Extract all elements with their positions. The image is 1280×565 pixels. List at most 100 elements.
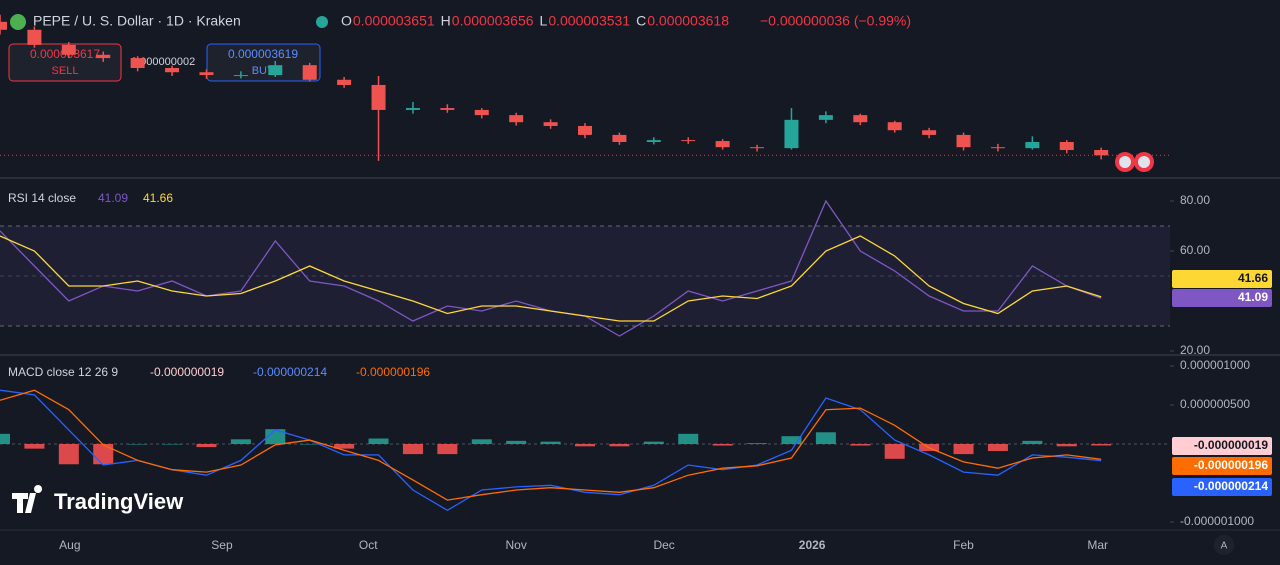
candle-body (199, 72, 214, 76)
candle-body (1025, 142, 1040, 149)
logo-text: TradingView (54, 489, 184, 514)
histogram-bar (162, 443, 183, 445)
candle-body (509, 115, 524, 123)
ohlc-value: 0.000003618 (647, 13, 729, 29)
histogram-price-tag-bg (1172, 437, 1272, 455)
auto-scale-label: A (1221, 541, 1228, 552)
signal-price-tag: -0.000000196 (1194, 458, 1268, 472)
candle-body (922, 130, 937, 135)
histogram-price-tag: -0.000000019 (1194, 438, 1268, 452)
buy-price: 0.000003619 (228, 47, 298, 61)
x-tick-label: Feb (953, 538, 974, 552)
sell-button[interactable] (8, 43, 122, 82)
histogram-bar (24, 443, 45, 449)
candle-body (578, 125, 592, 135)
rsi-legend-value: 41.09 (98, 191, 128, 205)
candle-body (405, 108, 420, 110)
candle-body (681, 140, 696, 142)
histogram-bar (299, 443, 320, 445)
histogram-bar (402, 443, 423, 455)
market-status (316, 16, 328, 28)
event-icon-inner (1138, 156, 1150, 168)
histogram-bar (0, 433, 10, 444)
histogram-bar (712, 443, 733, 446)
candle-body (440, 108, 455, 110)
histogram-bar (884, 443, 905, 459)
y-tick-label: 0.000000500 (1180, 397, 1250, 411)
y-tick-label: 80.00 (1180, 193, 1210, 207)
spread: 0.000000002 (131, 56, 195, 68)
candle-body (1094, 150, 1109, 156)
series-line (0, 235, 1102, 322)
macd-legend-value: -0.000000214 (253, 365, 327, 379)
histogram-legend-value: -0.000000019 (150, 365, 224, 379)
histogram-bar (334, 443, 355, 449)
event-icon-inner (1119, 156, 1131, 168)
ohlc-label: H (441, 13, 451, 29)
histogram-bar (1022, 440, 1043, 444)
candle-body (1059, 142, 1074, 151)
rsi-band (0, 226, 1170, 326)
histogram-bar (987, 443, 1008, 452)
signal-legend-value: -0.000000196 (356, 365, 430, 379)
candle-body (371, 84, 386, 110)
x-tick-label: Aug (59, 538, 80, 552)
histogram-bar (230, 439, 251, 444)
ohlc-value: 0.000003651 (353, 13, 435, 29)
histogram-bar (471, 439, 492, 444)
signal-price-tag-bg (1172, 457, 1272, 475)
ma-price-tag: 41.66 (1238, 271, 1268, 285)
histogram-bar (643, 441, 664, 444)
histogram-bar (93, 443, 114, 465)
candle-body (887, 122, 902, 131)
watermark: TradingView (12, 485, 184, 514)
candle-body (165, 67, 180, 73)
histogram-bar (953, 443, 974, 455)
candle-body (302, 65, 317, 80)
rsi-price-tag: 41.09 (1238, 290, 1268, 304)
candle-body (715, 141, 730, 148)
candle-body (27, 29, 42, 45)
histogram-bar (609, 443, 630, 447)
macd-price-tag: -0.000000214 (1194, 479, 1268, 493)
candle-body (646, 140, 661, 142)
change: −0.000000036 (−0.99%) (760, 13, 911, 29)
ohlc-label: C (636, 13, 646, 29)
logo-mark (12, 485, 43, 513)
symbol-icon (10, 14, 26, 30)
candle-body (784, 119, 799, 149)
candle-body (268, 65, 283, 76)
histogram-bar (575, 443, 595, 447)
candle-body (96, 54, 111, 59)
rsi-legend-title: RSI 14 close (8, 191, 76, 205)
y-tick-label: 0.000001000 (1180, 358, 1250, 372)
histogram-bar (196, 443, 217, 448)
auto-scale-button[interactable] (1214, 535, 1234, 555)
series-line (0, 389, 1102, 501)
histogram-bar (747, 443, 768, 444)
histogram-bar (815, 432, 836, 444)
ohlc-value: 0.000003531 (548, 13, 630, 29)
histogram-bar (127, 443, 148, 445)
x-tick-label: Sep (211, 538, 233, 552)
candle-body (818, 115, 833, 120)
candle-body (990, 147, 1005, 149)
y-tick-label: 60.00 (1180, 243, 1210, 257)
candle-body (956, 134, 971, 148)
candle-body (853, 115, 868, 123)
histogram-bar (678, 433, 699, 444)
histogram-bar (850, 443, 871, 446)
histogram-bar (506, 440, 527, 444)
histogram-bar (1091, 443, 1112, 446)
histogram-bar (781, 436, 802, 444)
macd-price-tag-bg (1172, 478, 1272, 496)
symbol-title[interactable]: PEPE / U. S. Dollar · 1D · Kraken (33, 13, 241, 29)
buy-button[interactable] (206, 43, 321, 82)
x-tick-label: Nov (506, 538, 527, 552)
candle-body (474, 109, 489, 116)
histogram-bar (437, 443, 458, 455)
x-tick-label: Mar (1087, 538, 1108, 552)
rsi-price-tag-bg (1172, 289, 1272, 307)
histogram-bar (58, 443, 79, 465)
